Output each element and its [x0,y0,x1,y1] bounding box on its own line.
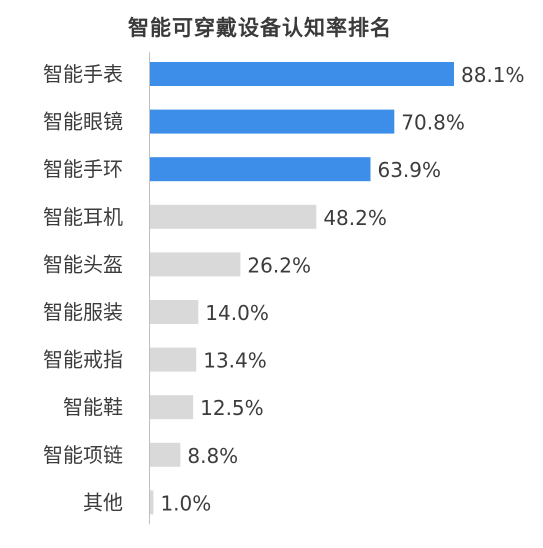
bar-5 [150,252,241,277]
bar-6 [150,300,199,324]
bars-layer: 智能手表 88.1% 智能眼镜 70.8% 智能手环 63.9% 智能耳机 48.2% 智能头盔… [43,62,525,515]
bar-7 [150,347,197,372]
value-label: 14.0% [205,301,269,325]
category-label: 智能项链 [43,443,123,467]
category-label: 智能耳机 [43,205,123,229]
bar-8 [150,395,194,420]
value-label: 1.0% [160,491,211,515]
category-label: 智能眼镜 [43,110,123,134]
value-label: 8.8% [187,444,238,468]
bar-2 [150,109,395,134]
bar-1 [150,62,454,86]
bar-10 [150,490,154,515]
bar-9 [150,442,181,467]
bar-3 [150,157,371,182]
category-label: 其他 [83,490,123,514]
category-label: 智能戒指 [43,348,123,372]
category-label: 智能服装 [43,300,123,324]
chart-title: 智能可穿戴设备认知率排名 [128,16,392,40]
category-label: 智能手表 [43,62,123,86]
value-label: 26.2% [247,253,311,277]
bar-4 [150,204,317,229]
category-label: 智能手环 [43,157,123,181]
value-label: 63.9% [377,158,441,182]
category-label: 智能头盔 [43,252,123,276]
value-label: 13.4% [203,349,267,373]
category-label: 智能鞋 [63,395,123,419]
value-label: 88.1% [461,63,525,87]
value-label: 12.5% [200,396,264,420]
value-label: 70.8% [401,111,465,135]
value-label: 48.2% [323,206,387,230]
